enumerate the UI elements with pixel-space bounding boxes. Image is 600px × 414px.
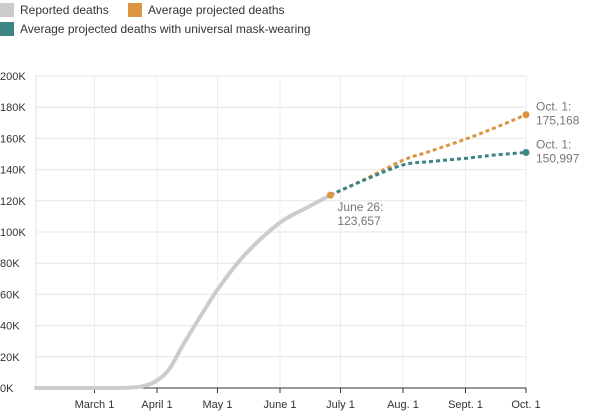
legend-swatch-reported: [0, 3, 14, 17]
annotation-date: Oct. 1:: [536, 100, 571, 114]
x-tick-label: March 1: [75, 399, 115, 411]
legend-label-projected: Average projected deaths: [148, 3, 285, 17]
june-26-annotation: June 26:123,657: [337, 200, 383, 228]
x-tick-label: Sept. 1: [448, 399, 483, 411]
y-tick-label: 60K: [0, 289, 20, 301]
legend-label-masks: Average projected deaths with universal …: [20, 22, 311, 36]
annotation-value: 150,997: [536, 151, 580, 165]
annotation-marker: [522, 148, 530, 156]
y-tick-label: 160K: [0, 133, 26, 145]
reported-deaths-line: [34, 193, 333, 391]
annotation-date: June 26:: [337, 200, 383, 214]
x-tick-label: May 1: [202, 399, 232, 411]
annotation-marker: [522, 111, 530, 119]
legend-item-reported: Reported deaths: [0, 3, 109, 17]
point-markers: [326, 111, 530, 199]
annotation-date: Oct. 1:: [536, 137, 571, 151]
annotation-value: 123,657: [337, 214, 381, 228]
legend-item-projected: Average projected deaths: [128, 3, 285, 17]
oct-1-projected-annotation: Oct. 1:175,168: [536, 100, 580, 128]
y-tick-label: 200K: [0, 71, 26, 83]
oct-1-mask-annotation: Oct. 1:150,997: [536, 137, 580, 165]
y-tick-label: 180K: [0, 102, 26, 114]
y-tick-label: 80K: [0, 258, 20, 270]
y-tick-label: 0K: [0, 383, 14, 395]
axes: [35, 76, 527, 393]
mask-projected-deaths-line: [329, 150, 527, 197]
x-tick-label: July 1: [326, 399, 355, 411]
y-tick-label: 140K: [0, 165, 26, 177]
legend-swatch-projected: [128, 3, 142, 17]
y-tick-label: 120K: [0, 196, 26, 208]
y-tick-label: 100K: [0, 227, 26, 239]
legend-swatch-masks: [0, 22, 14, 36]
tick-labels: 0K 20K 40K 60K 80K 100K 120K 140K 160K 180K 200K Ma…: [0, 71, 541, 411]
x-tick-label: June 1: [263, 399, 296, 411]
x-tick-label: April 1: [141, 399, 172, 411]
x-tick-label: Oct. 1: [511, 399, 540, 411]
x-tick-label: Aug. 1: [387, 399, 419, 411]
annotation-value: 175,168: [536, 114, 580, 128]
y-tick-label: 20K: [0, 352, 20, 364]
annotation-marker: [326, 191, 334, 199]
grid-lines: [36, 75, 527, 388]
legend-item-masks: Average projected deaths with universal …: [0, 22, 311, 36]
series-lines: [34, 113, 527, 391]
legend-label-reported: Reported deaths: [20, 3, 109, 17]
y-tick-label: 40K: [0, 321, 20, 333]
